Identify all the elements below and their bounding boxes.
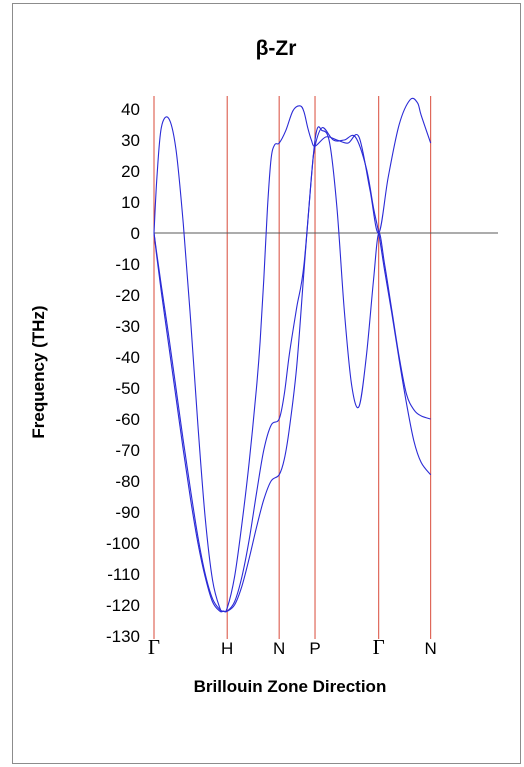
kpoint-label: Γ xyxy=(373,635,385,659)
kpoint-label: N xyxy=(425,639,437,658)
y-tick-label: -60 xyxy=(115,410,140,429)
y-tick-label: -70 xyxy=(115,441,140,460)
y-tick-label: -10 xyxy=(115,255,140,274)
y-axis-title: Frequency (THz) xyxy=(29,305,48,438)
phonon-band-line-3 xyxy=(153,97,432,613)
phonon-band-line-2 xyxy=(153,127,432,613)
x-axis-title: Brillouin Zone Direction xyxy=(194,677,387,696)
y-tick-label: 10 xyxy=(121,193,140,212)
kpoint-label: N xyxy=(273,639,285,658)
y-tick-label: 40 xyxy=(121,100,140,119)
y-tick-label: -100 xyxy=(106,534,140,553)
y-tick-label: -30 xyxy=(115,317,140,336)
y-tick-label: -40 xyxy=(115,348,140,367)
kpoint-label: Γ xyxy=(148,635,160,659)
y-tick-label: 30 xyxy=(121,131,140,150)
y-tick-label: -50 xyxy=(115,379,140,398)
kpoint-label: P xyxy=(309,639,320,658)
chart-frame xyxy=(12,3,521,764)
y-tick-label: 20 xyxy=(121,162,140,181)
y-tick-label: -130 xyxy=(106,627,140,646)
y-tick-label: -80 xyxy=(115,472,140,491)
plot-area: 40 30 20 10 0 -10 -20 -30 -40 -50 -60 -70 -80 -90 -100… xyxy=(106,96,498,659)
y-tick-label: 0 xyxy=(131,224,140,243)
y-tick-label: -120 xyxy=(106,596,140,615)
y-tick-label: -110 xyxy=(107,565,140,584)
kpoint-label: H xyxy=(221,639,233,658)
phonon-band-line-1 xyxy=(153,126,431,613)
y-tick-label: -20 xyxy=(115,286,140,305)
chart-title: β-Zr xyxy=(256,37,297,60)
y-tick-label: -90 xyxy=(115,503,140,522)
